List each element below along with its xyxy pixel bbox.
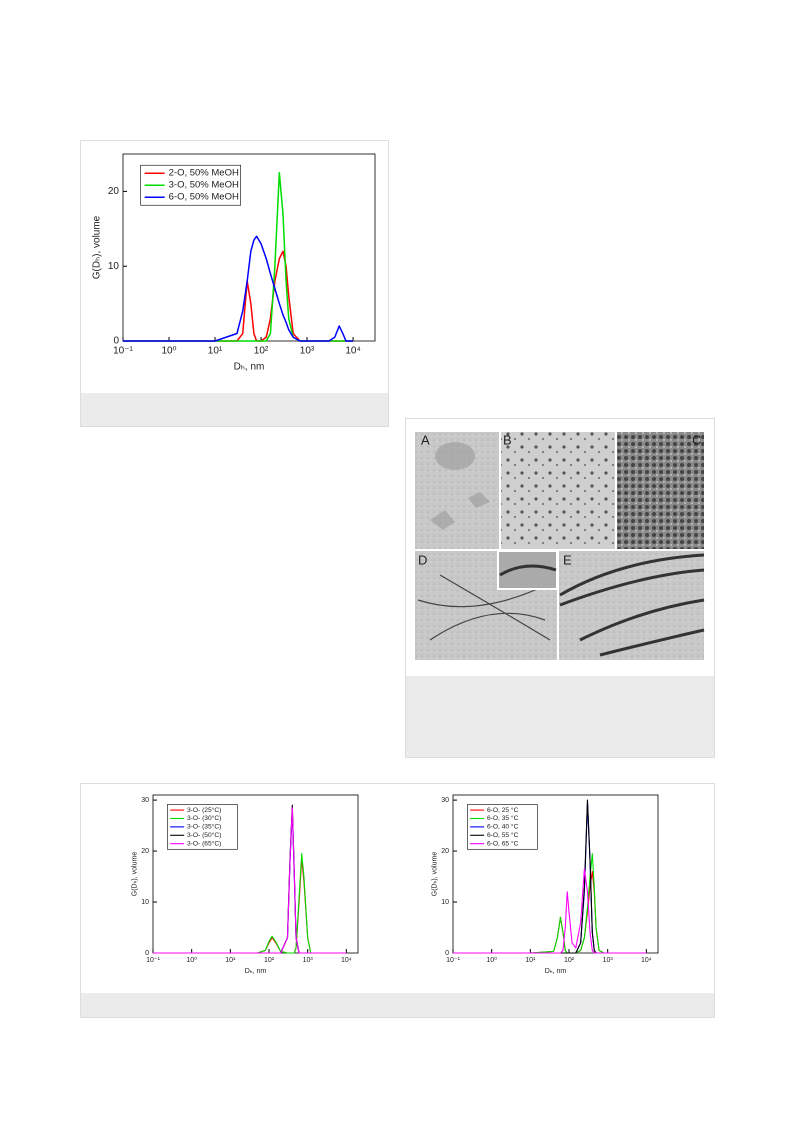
x-axis-label: Dₕ, nm xyxy=(545,968,567,975)
x-tick-label: 10³ xyxy=(603,957,614,964)
legend-label: 3-O- (65°C) xyxy=(187,839,221,847)
x-tick-label: 10² xyxy=(264,957,275,964)
x-tick-label: 10³ xyxy=(300,346,315,357)
panel-label: A xyxy=(421,432,430,447)
panel-label: B xyxy=(503,432,512,447)
y-tick-label: 10 xyxy=(108,261,120,272)
y-tick-label: 10 xyxy=(441,899,449,906)
legend-label: 6-O, 40 °C xyxy=(487,823,519,831)
x-tick-label: 10¹ xyxy=(208,346,223,357)
x-tick-label: 10⁰ xyxy=(186,956,197,964)
x-tick-label: 10⁴ xyxy=(641,957,652,964)
panel-label: D xyxy=(418,552,427,567)
legend-label: 6-O, 55 °C xyxy=(487,831,519,839)
x-tick-label: 10⁴ xyxy=(345,346,360,357)
y-tick-label: 20 xyxy=(108,186,120,197)
x-axis-label: Dₕ, nm xyxy=(245,968,267,975)
x-tick-label: 10⁴ xyxy=(341,957,352,964)
series-line xyxy=(453,868,647,954)
y-tick-label: 0 xyxy=(145,950,149,957)
series-line xyxy=(153,853,347,954)
y-axis-label: G(Dₕ), volume xyxy=(132,852,139,897)
legend-label: 3-O- (25°C) xyxy=(187,806,221,814)
series-line xyxy=(123,171,354,342)
legend-label: 3-O- (35°C) xyxy=(187,823,221,831)
x-tick-label: 10⁰ xyxy=(161,346,176,357)
x-tick-label: 10³ xyxy=(303,957,314,964)
y-tick-label: 30 xyxy=(441,797,449,804)
y-tick-label: 30 xyxy=(141,797,149,804)
legend-label: 6-O, 50% MeOH xyxy=(169,192,239,203)
x-tick-label: 10⁻¹ xyxy=(446,957,460,964)
legend-label: 6-O, 25 °C xyxy=(487,806,519,814)
panel-label: E xyxy=(563,552,572,567)
legend-label: 3-O- (30°C) xyxy=(187,814,221,822)
y-tick-label: 0 xyxy=(113,336,119,347)
caption-bar xyxy=(81,393,388,426)
x-tick-label: 10² xyxy=(254,346,269,357)
legend-label: 6-O, 35 °C xyxy=(487,814,519,822)
x-tick-label: 10¹ xyxy=(225,957,236,964)
caption-bar xyxy=(406,676,714,757)
y-axis-label: G(Dₕ), volume xyxy=(92,215,103,279)
x-tick-label: 10⁻¹ xyxy=(146,957,160,964)
legend-label: 6-O, 65 °C xyxy=(487,839,519,847)
y-tick-label: 0 xyxy=(445,950,449,957)
x-axis-label: Dₕ, nm xyxy=(234,362,265,373)
series-line xyxy=(153,807,347,954)
x-tick-label: 10² xyxy=(564,957,575,964)
x-tick-label: 10⁻¹ xyxy=(113,346,133,357)
y-tick-label: 20 xyxy=(441,848,449,855)
tem-image xyxy=(415,432,705,660)
caption-bar xyxy=(81,993,714,1017)
series-line xyxy=(123,235,354,342)
legend-label: 3-O- (50°C) xyxy=(187,831,221,839)
y-tick-label: 10 xyxy=(141,899,149,906)
y-tick-label: 20 xyxy=(141,848,149,855)
x-tick-label: 10⁰ xyxy=(486,956,497,964)
y-axis-label: G(Dₕ), volume xyxy=(432,852,439,897)
x-tick-label: 10¹ xyxy=(525,957,536,964)
panel-label: C xyxy=(692,432,701,447)
legend-label: 2-O, 50% MeOH xyxy=(169,168,239,179)
legend-label: 3-O, 50% MeOH xyxy=(169,180,239,191)
